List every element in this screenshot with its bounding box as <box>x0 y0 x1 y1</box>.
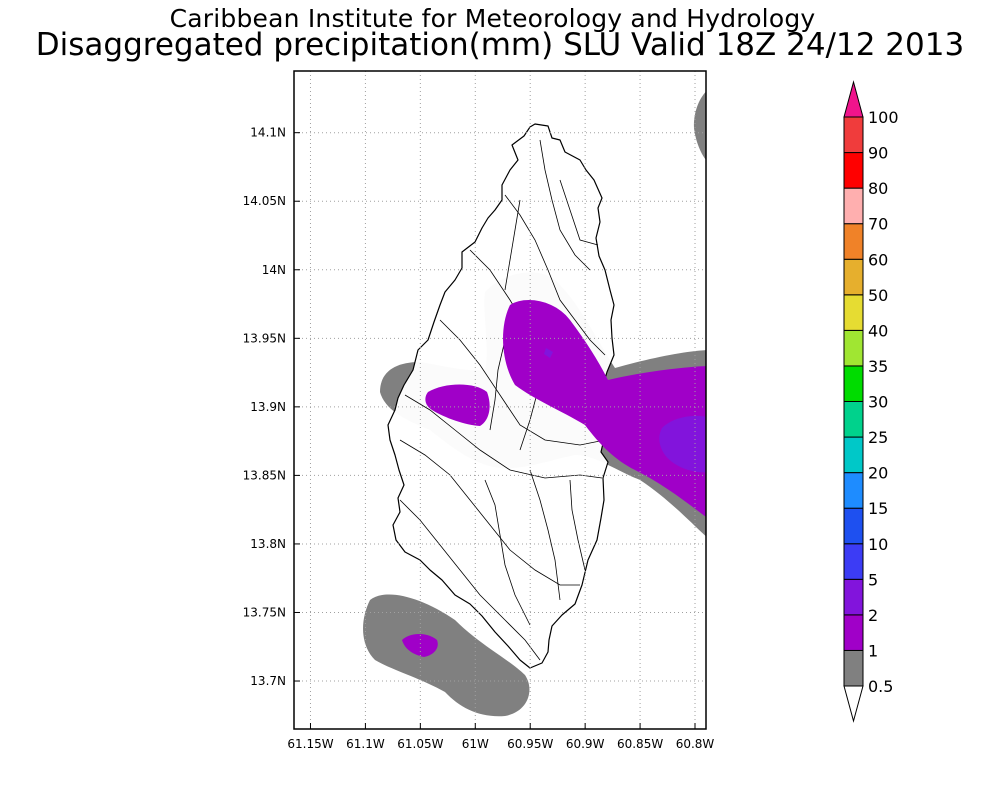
map-gridlines <box>294 71 706 729</box>
y-tick-label: 13.75N <box>243 605 286 619</box>
river-line <box>569 479 586 571</box>
colorbar-min-triangle <box>843 685 864 723</box>
colorbar-label: 15 <box>868 499 888 518</box>
y-tick-label: 13.9N <box>250 400 286 414</box>
colorbar-segment <box>843 365 864 402</box>
colorbar-label: 40 <box>868 321 888 340</box>
colorbar-segment <box>843 329 864 367</box>
precip-band-1-2 <box>402 300 706 657</box>
x-tick-label: 60.9W <box>566 737 605 751</box>
colorbar-label: 2 <box>868 606 878 625</box>
river-line <box>559 179 599 246</box>
colorbar-label: 30 <box>868 393 888 412</box>
colorbar-segment <box>843 187 864 225</box>
y-tick-label: 14.05N <box>243 194 286 208</box>
colorbar-segment <box>843 152 864 189</box>
river-line <box>504 194 606 356</box>
colorbar-label: 60 <box>868 250 888 269</box>
colorbar-label: 70 <box>868 215 888 234</box>
y-tick-label: 13.95N <box>243 331 286 345</box>
colorbar-segment <box>843 401 864 438</box>
x-tick-label: 60.8W <box>676 737 715 751</box>
river-line <box>399 439 580 586</box>
river-line <box>504 199 521 291</box>
y-tick-label: 14.1N <box>250 126 286 140</box>
y-tick-label: 13.8N <box>250 537 286 551</box>
river-line <box>399 499 541 661</box>
colorbar-segment <box>843 649 864 687</box>
x-tick-label: 61.15W <box>287 737 333 751</box>
colorbar-label: 10 <box>868 535 888 554</box>
colorbar-label: 25 <box>868 428 888 447</box>
rain-area-southwest <box>363 594 530 717</box>
colorbar-label: 0.5 <box>868 677 893 696</box>
colorbar-label: 35 <box>868 357 888 376</box>
title-product: Disaggregated precipitation(mm) SLU Vali… <box>35 27 965 63</box>
colorbar-segment <box>843 223 864 260</box>
map-frame <box>293 70 707 730</box>
colorbar-label: 90 <box>868 144 888 163</box>
x-tick-label: 61W <box>462 737 489 751</box>
x-tick-label: 60.95W <box>507 737 553 751</box>
y-tick-label: 14N <box>262 263 286 277</box>
river-line <box>484 479 531 626</box>
colorbar-segment <box>843 258 864 296</box>
rain-max-east <box>659 415 706 473</box>
colorbar-label: 20 <box>868 464 888 483</box>
precip-band-2-5 <box>544 348 706 473</box>
colorbar-label: 100 <box>868 108 899 127</box>
colorbar-label: 50 <box>868 286 888 305</box>
colorbar-segment <box>843 472 864 509</box>
colorbar-segment <box>843 578 864 616</box>
x-tick-label: 61.05W <box>397 737 443 751</box>
colorbar-segment <box>843 294 864 331</box>
river-line <box>439 319 606 446</box>
colorbar-segment <box>843 507 864 545</box>
y-tick-label: 13.85N <box>243 468 286 482</box>
rain-core-central <box>503 300 706 517</box>
rain-core-southwest <box>402 634 438 657</box>
rain-core-west <box>425 384 490 426</box>
river-line <box>529 469 561 601</box>
y-tick-label: 13.7N <box>250 674 286 688</box>
river-line <box>539 139 591 271</box>
rain-max-central <box>544 348 553 358</box>
x-tick-label: 60.85W <box>617 737 663 751</box>
colorbar-segment <box>843 614 864 651</box>
title-institution: Caribbean Institute for Meteorology and … <box>169 4 816 33</box>
colorbar-segment <box>843 436 864 474</box>
colorbar-label: 5 <box>868 570 878 589</box>
colorbar-segment <box>843 116 864 154</box>
colorbar-max-triangle <box>843 80 864 118</box>
rain-area-northeast <box>693 91 706 160</box>
x-tick-label: 61.1W <box>346 737 385 751</box>
colorbar-label: 80 <box>868 179 888 198</box>
y-axis-latitude: 14.1N 14.05N 14N 13.95N 13.9N 13.85N 13.8N 13.7… <box>243 126 300 688</box>
colorbar-segment <box>843 543 864 580</box>
map-plot-area <box>294 71 706 729</box>
colorbar-label: 1 <box>868 641 878 660</box>
x-axis-longitude: 61.15W 61.1W 61.05W 61W 60.95W 60.9W 60.85W 60.… <box>287 723 714 751</box>
